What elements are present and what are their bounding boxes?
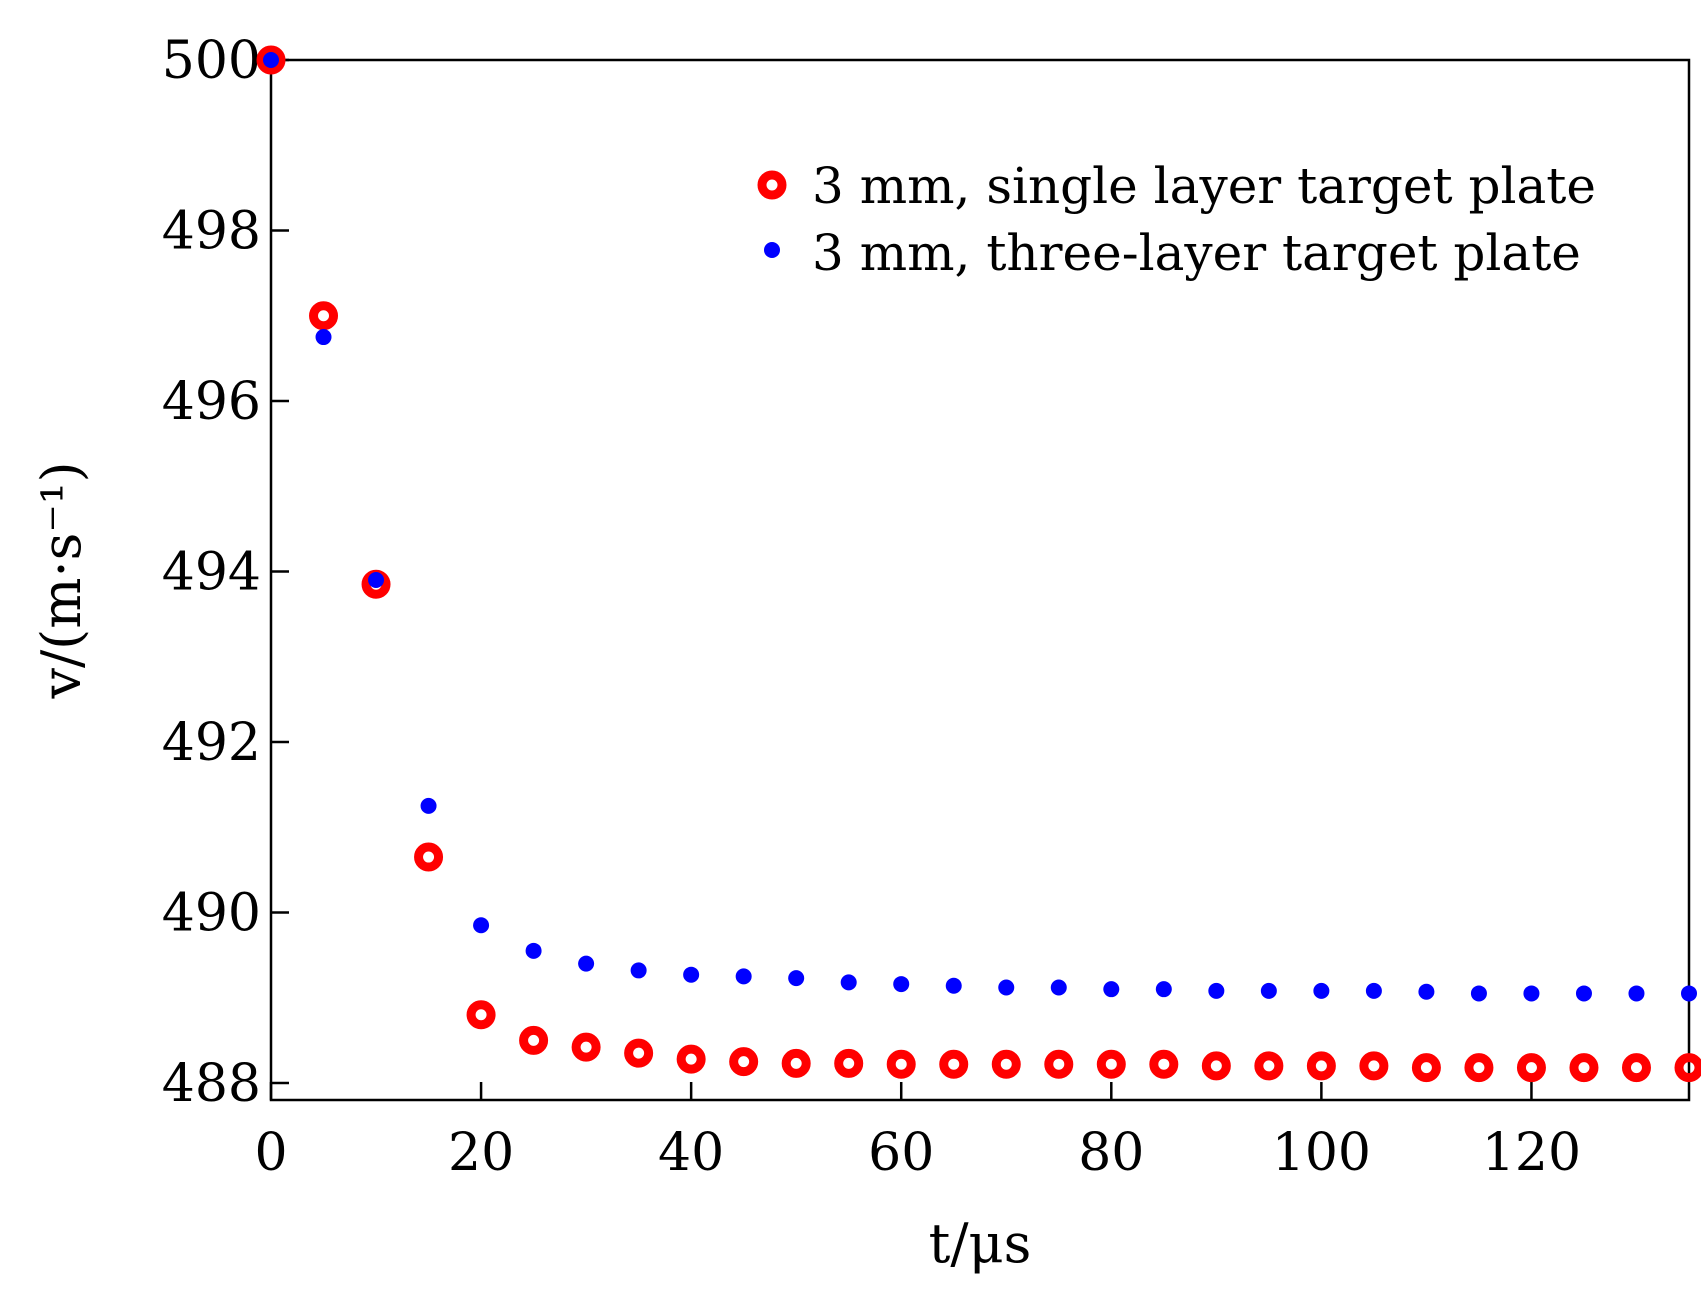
x-tick-label: 0 [254, 1123, 287, 1183]
point-three-layer [840, 974, 857, 991]
point-single-layer [991, 1049, 1021, 1079]
point-three-layer [1155, 981, 1172, 998]
point-three-layer [1418, 983, 1435, 1000]
point-three-layer [473, 917, 490, 934]
x-tick-label: 120 [1482, 1123, 1581, 1183]
point-single-layer [781, 1048, 811, 1078]
point-three-layer [998, 979, 1015, 996]
point-single-layer [1516, 1053, 1546, 1083]
point-three-layer [683, 966, 700, 983]
point-single-layer [886, 1049, 916, 1079]
y-tick-label: 496 [162, 372, 261, 432]
point-single-layer [1411, 1053, 1441, 1083]
legend-label-single-layer: 3 mm, single layer target plate [812, 157, 1596, 215]
point-three-layer [1050, 979, 1067, 996]
y-tick-label: 500 [162, 31, 261, 91]
x-tick-label: 100 [1272, 1123, 1371, 1183]
y-tick-label: 494 [162, 542, 261, 602]
x-tick-label: 60 [868, 1123, 934, 1183]
point-three-layer [1260, 982, 1277, 999]
point-single-layer [466, 1000, 496, 1030]
point-three-layer [1681, 985, 1697, 1002]
legend-label-three-layer: 3 mm, three-layer target plate [812, 224, 1581, 282]
point-three-layer [945, 977, 962, 994]
plot-frame [269, 58, 1691, 1102]
y-axis-ticks: 488 490 492 494 496 498 500 [162, 31, 289, 1114]
legend-marker-three-layer [764, 242, 780, 258]
y-tick-label: 488 [162, 1054, 261, 1114]
point-single-layer [519, 1025, 549, 1055]
point-single-layer [309, 301, 339, 331]
point-three-layer [735, 968, 752, 985]
y-tick-label: 492 [162, 713, 261, 773]
legend: 3 mm, single layer target plate 3 mm, th… [757, 157, 1596, 282]
legend-marker-single-layer [757, 170, 787, 200]
point-single-layer [1149, 1049, 1179, 1079]
point-three-layer [1628, 985, 1645, 1002]
point-single-layer [414, 842, 444, 872]
point-three-layer [1313, 982, 1330, 999]
point-single-layer [1569, 1053, 1599, 1083]
point-single-layer [676, 1044, 706, 1074]
point-single-layer [1201, 1051, 1231, 1081]
y-tick-label: 490 [162, 883, 261, 943]
point-single-layer [256, 45, 286, 75]
y-tick-label: 498 [162, 201, 261, 261]
point-three-layer [788, 970, 805, 987]
point-three-layer [893, 976, 910, 993]
point-three-layer [1575, 985, 1592, 1002]
point-single-layer [1464, 1053, 1494, 1083]
point-single-layer [1096, 1049, 1126, 1079]
point-single-layer [1621, 1053, 1651, 1083]
point-three-layer [368, 572, 385, 588]
point-three-layer [630, 962, 647, 979]
point-three-layer [420, 797, 437, 814]
point-single-layer [939, 1049, 969, 1079]
point-three-layer [525, 942, 542, 959]
point-single-layer [1306, 1051, 1336, 1081]
x-tick-label: 80 [1078, 1123, 1144, 1183]
point-single-layer [1044, 1049, 1074, 1079]
point-three-layer [1365, 982, 1382, 999]
x-tick-label: 20 [448, 1123, 514, 1183]
point-single-layer [1674, 1053, 1701, 1083]
point-three-layer [315, 329, 332, 346]
point-three-layer [1523, 985, 1540, 1002]
point-single-layer [624, 1038, 654, 1068]
y-axis-label: v/(m·s⁻¹) [30, 461, 93, 699]
point-three-layer [1103, 981, 1120, 998]
point-single-layer [729, 1047, 759, 1077]
point-single-layer [1254, 1051, 1284, 1081]
x-tick-label: 40 [658, 1123, 724, 1183]
point-single-layer [1359, 1051, 1389, 1081]
point-three-layer [1208, 982, 1225, 999]
point-three-layer [263, 52, 279, 68]
point-three-layer [578, 955, 595, 972]
x-axis-label: t/μs [929, 1212, 1032, 1275]
point-single-layer [834, 1048, 864, 1078]
data-points [256, 45, 1701, 1083]
x-axis-ticks: 0 20 40 60 80 100 120 [254, 1082, 1581, 1183]
point-three-layer [1470, 985, 1487, 1002]
point-single-layer [571, 1032, 601, 1062]
